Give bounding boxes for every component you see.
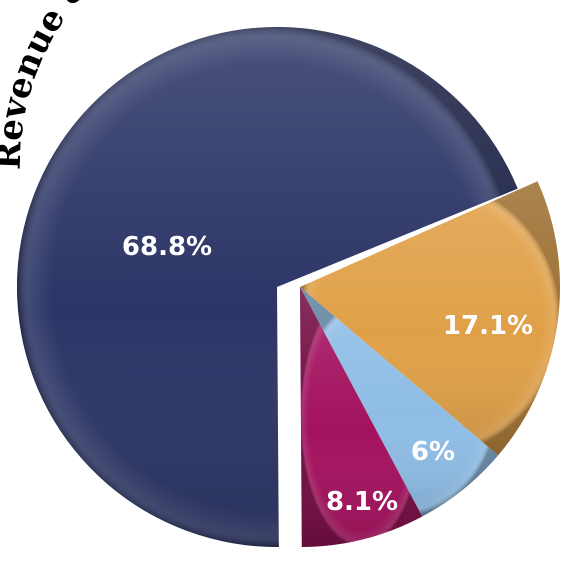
pie-slices bbox=[16, 26, 560, 547]
slice-label-3: 6% bbox=[411, 437, 455, 467]
pie-slice-3 bbox=[300, 287, 499, 517]
slice-label-2: 17.1% bbox=[443, 311, 533, 341]
slice-label-4: 8.1% bbox=[326, 487, 398, 517]
pie-slice-2 bbox=[300, 181, 560, 456]
pie-slice-4 bbox=[300, 287, 423, 547]
pie-slice-1 bbox=[16, 26, 518, 547]
slice-label-1: 68.8% bbox=[122, 232, 212, 262]
pie-labels: 68.8% 17.1% 6% 8.1% bbox=[122, 232, 533, 517]
